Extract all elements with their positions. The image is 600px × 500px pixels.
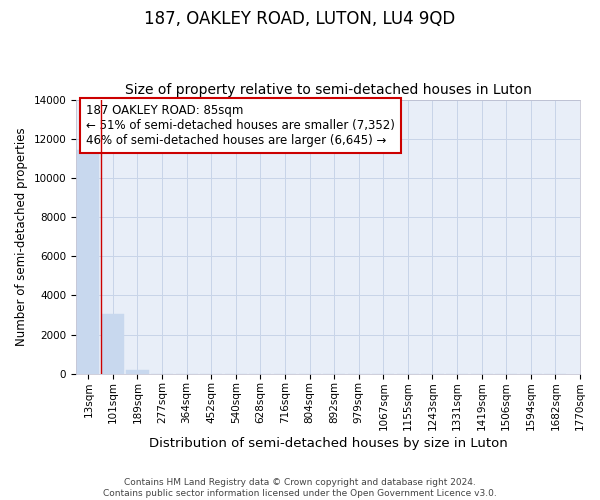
Text: 187 OAKLEY ROAD: 85sqm
← 51% of semi-detached houses are smaller (7,352)
46% of : 187 OAKLEY ROAD: 85sqm ← 51% of semi-det… — [86, 104, 395, 146]
Text: 187, OAKLEY ROAD, LUTON, LU4 9QD: 187, OAKLEY ROAD, LUTON, LU4 9QD — [145, 10, 455, 28]
Title: Size of property relative to semi-detached houses in Luton: Size of property relative to semi-detach… — [125, 83, 532, 97]
Bar — [77, 150, 100, 374]
Bar — [127, 370, 149, 374]
Text: Contains HM Land Registry data © Crown copyright and database right 2024.
Contai: Contains HM Land Registry data © Crown c… — [103, 478, 497, 498]
X-axis label: Distribution of semi-detached houses by size in Luton: Distribution of semi-detached houses by … — [149, 437, 508, 450]
Bar — [102, 314, 124, 374]
Y-axis label: Number of semi-detached properties: Number of semi-detached properties — [15, 128, 28, 346]
